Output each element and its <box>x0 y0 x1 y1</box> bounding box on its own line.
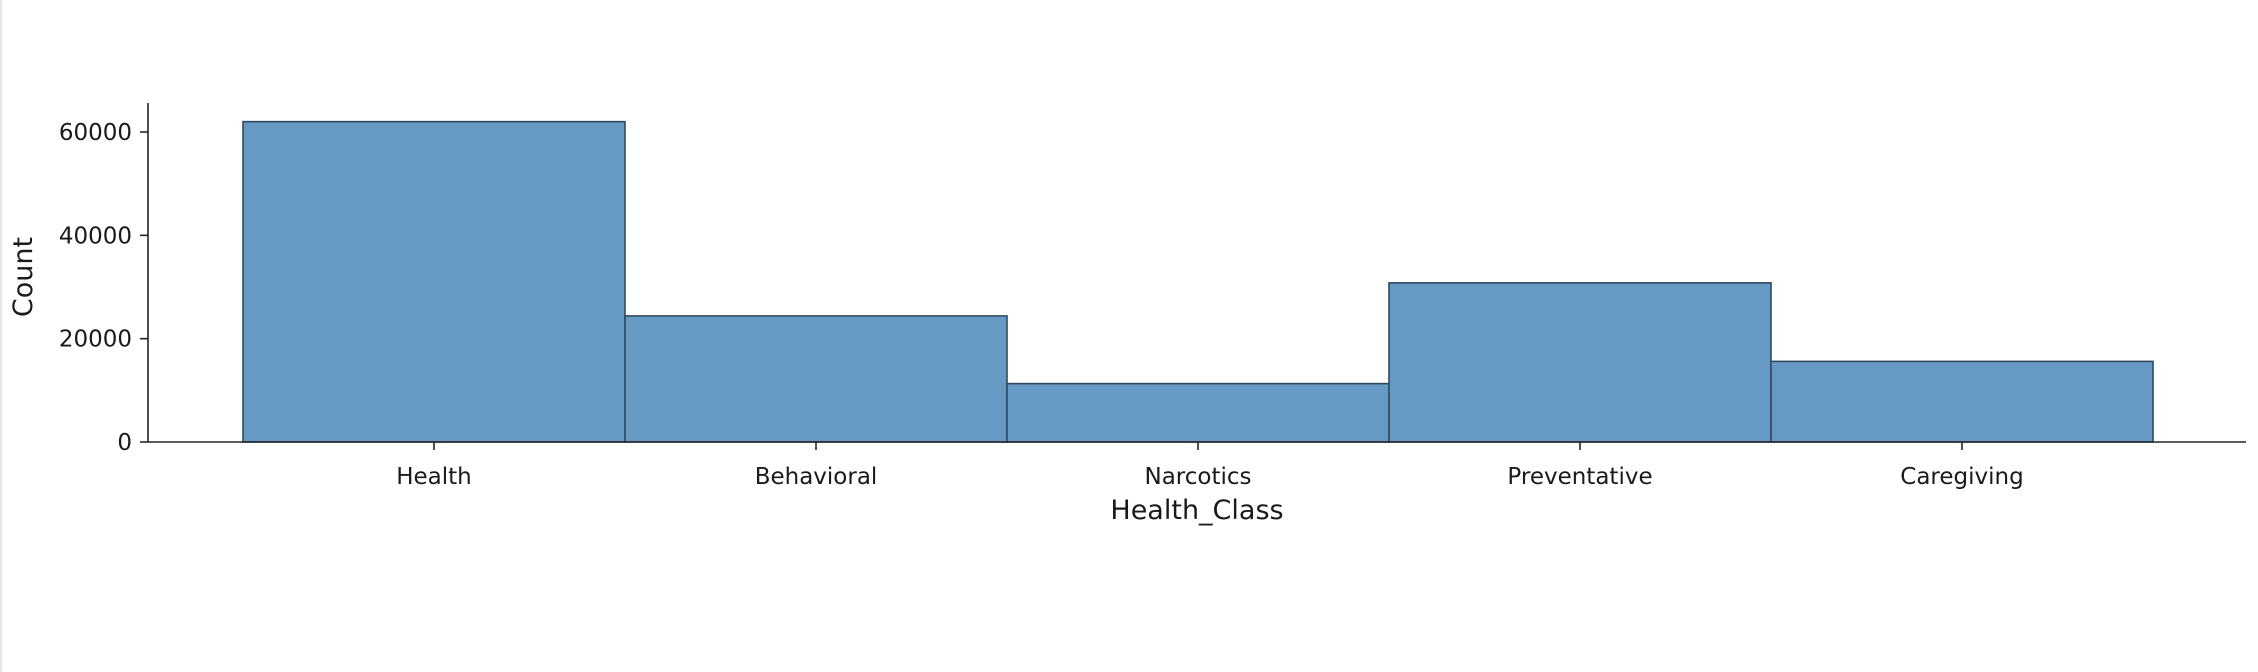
y-tick-label: 40000 <box>59 223 132 249</box>
x-axis-ticks: Health Behavioral Narcotics Preventative Car… <box>396 442 2024 490</box>
x-axis-label: Health_Class <box>1110 495 1283 526</box>
x-tick-label: Narcotics <box>1144 464 1251 490</box>
y-axis-ticks: 0 20000 40000 60000 <box>59 120 148 456</box>
bar-caregiving <box>1770 360 2154 443</box>
x-tick-label: Preventative <box>1507 464 1652 490</box>
y-tick-label: 0 <box>117 430 132 456</box>
bar-preventative <box>1388 282 1772 443</box>
bar-narcotics <box>1006 382 1390 443</box>
bar-health <box>242 120 626 443</box>
y-axis-label: Count <box>8 237 39 317</box>
bars-group <box>242 120 2154 443</box>
bar-behavioral <box>624 315 1008 443</box>
y-tick-label: 60000 <box>59 120 132 146</box>
x-tick-label: Behavioral <box>755 464 878 490</box>
y-tick-label: 20000 <box>59 327 132 353</box>
x-tick-label: Caregiving <box>1900 464 2023 490</box>
left-border-strip <box>0 0 2 672</box>
x-tick-label: Health <box>396 464 472 490</box>
